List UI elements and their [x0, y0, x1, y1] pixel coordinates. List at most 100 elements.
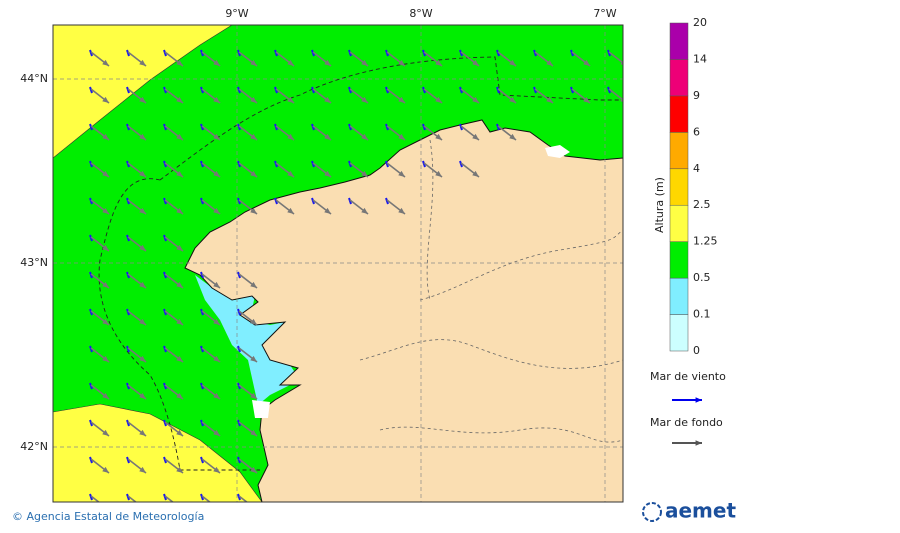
- arrow-head: [583, 59, 590, 66]
- arrow-head: [213, 96, 220, 103]
- arrow-head: [250, 504, 257, 510]
- sea-cyan: [195, 275, 300, 405]
- arrow-head: [102, 392, 109, 399]
- logo-icon: [642, 502, 662, 522]
- arrow-head: [287, 207, 294, 214]
- arrow-head: [213, 318, 220, 325]
- arrow-head: [213, 59, 220, 66]
- arrow-head: [213, 133, 220, 140]
- arrow-head: [287, 133, 294, 140]
- lon-tick-label: 7°W: [593, 7, 616, 20]
- arrow-head: [287, 170, 294, 177]
- arrow-head: [213, 504, 220, 510]
- arrow-head: [102, 466, 109, 473]
- arrow-head: [139, 281, 146, 288]
- arrow-head: [546, 96, 553, 103]
- arrow-head: [250, 392, 257, 399]
- arrow-head: [176, 429, 183, 436]
- logo: aemet: [642, 499, 736, 523]
- arrow-head: [139, 318, 146, 325]
- arrow-head: [287, 59, 294, 66]
- arrow: [127, 495, 138, 502]
- arrow-head: [139, 170, 146, 177]
- arrow-head: [250, 207, 257, 214]
- arrow-head: [250, 59, 257, 66]
- colorbar-band: [669, 95, 689, 133]
- arrow-head: [620, 97, 623, 102]
- arrow-head: [324, 170, 331, 177]
- lon-tick-label: 8°W: [409, 7, 432, 20]
- colorbar-label: 0.1: [693, 308, 711, 321]
- colorbar-label: 0: [693, 344, 700, 357]
- arrow: [238, 495, 249, 502]
- arrow-head: [509, 133, 516, 140]
- arrow-head: [695, 440, 702, 446]
- arrow-head: [139, 429, 146, 436]
- arrow-head: [250, 96, 257, 103]
- arrow-head: [139, 355, 146, 362]
- gap: [252, 400, 270, 418]
- arrow-head: [509, 96, 516, 103]
- arrow-head: [176, 207, 183, 214]
- arrow-head: [361, 133, 368, 140]
- arrow-head: [213, 466, 220, 473]
- arrow-head: [583, 96, 590, 103]
- arrow-head: [139, 207, 146, 214]
- arrow-head: [176, 318, 183, 325]
- arrow-head: [398, 207, 405, 214]
- arrow-head: [102, 355, 109, 362]
- arrow-head: [472, 59, 479, 66]
- colorbar-label: 6: [693, 125, 700, 138]
- arrow: [164, 495, 175, 502]
- arrow-head: [176, 244, 183, 251]
- arrow-head: [139, 96, 146, 103]
- arrow-head: [176, 59, 183, 66]
- arrow-head: [102, 170, 109, 177]
- gap: [545, 145, 570, 158]
- lat-tick-label: 42°N: [20, 440, 48, 453]
- colorbar-band: [669, 132, 689, 170]
- arrow-head: [102, 429, 109, 436]
- colorbar-band: [669, 314, 689, 352]
- lon-tick-label: 9°W: [225, 7, 248, 20]
- arrow-head: [435, 96, 442, 103]
- map-frame: [52, 24, 624, 503]
- arrow-head: [102, 281, 109, 288]
- arrows: [89, 49, 623, 510]
- arrow-head: [546, 59, 553, 66]
- arrow-head: [620, 60, 623, 65]
- colorbar: 0 0.1 0.5 1.25 2.5 4 6 9 14 20: [669, 16, 718, 357]
- ticks: 9°W 8°W 7°W 44°N 43°N 42°N: [20, 7, 617, 453]
- arrow-head: [250, 281, 257, 288]
- land: [184, 119, 623, 502]
- colorbar-label: 1.25: [693, 235, 718, 248]
- arrow: [608, 51, 623, 64]
- arrow-head: [361, 96, 368, 103]
- arrow-head: [435, 59, 442, 66]
- lat-tick-label: 44°N: [20, 72, 48, 85]
- arrow-head: [695, 397, 702, 403]
- arrow: [201, 495, 212, 502]
- arrow-head: [435, 133, 442, 140]
- arrow-head: [250, 429, 257, 436]
- arrow-head: [176, 281, 183, 288]
- legend-arrows: [672, 397, 702, 446]
- colorbar-band: [669, 204, 689, 242]
- colorbar-band: [669, 22, 689, 60]
- arrow-head: [213, 170, 220, 177]
- arrow-head: [398, 133, 405, 140]
- arrow-head: [176, 133, 183, 140]
- lat-tick-label: 43°N: [20, 256, 48, 269]
- arrow-head: [472, 133, 479, 140]
- arrow-head: [509, 59, 516, 66]
- colorbar-label: 2.5: [693, 198, 711, 211]
- arrow-head: [324, 207, 331, 214]
- arrow-head: [102, 59, 109, 66]
- map-area: [53, 25, 623, 510]
- arrow-head: [472, 96, 479, 103]
- arrow-head: [213, 281, 220, 288]
- colorbar-title: Altura (m): [653, 177, 666, 233]
- arrow-head: [102, 133, 109, 140]
- arrow-head: [213, 355, 220, 362]
